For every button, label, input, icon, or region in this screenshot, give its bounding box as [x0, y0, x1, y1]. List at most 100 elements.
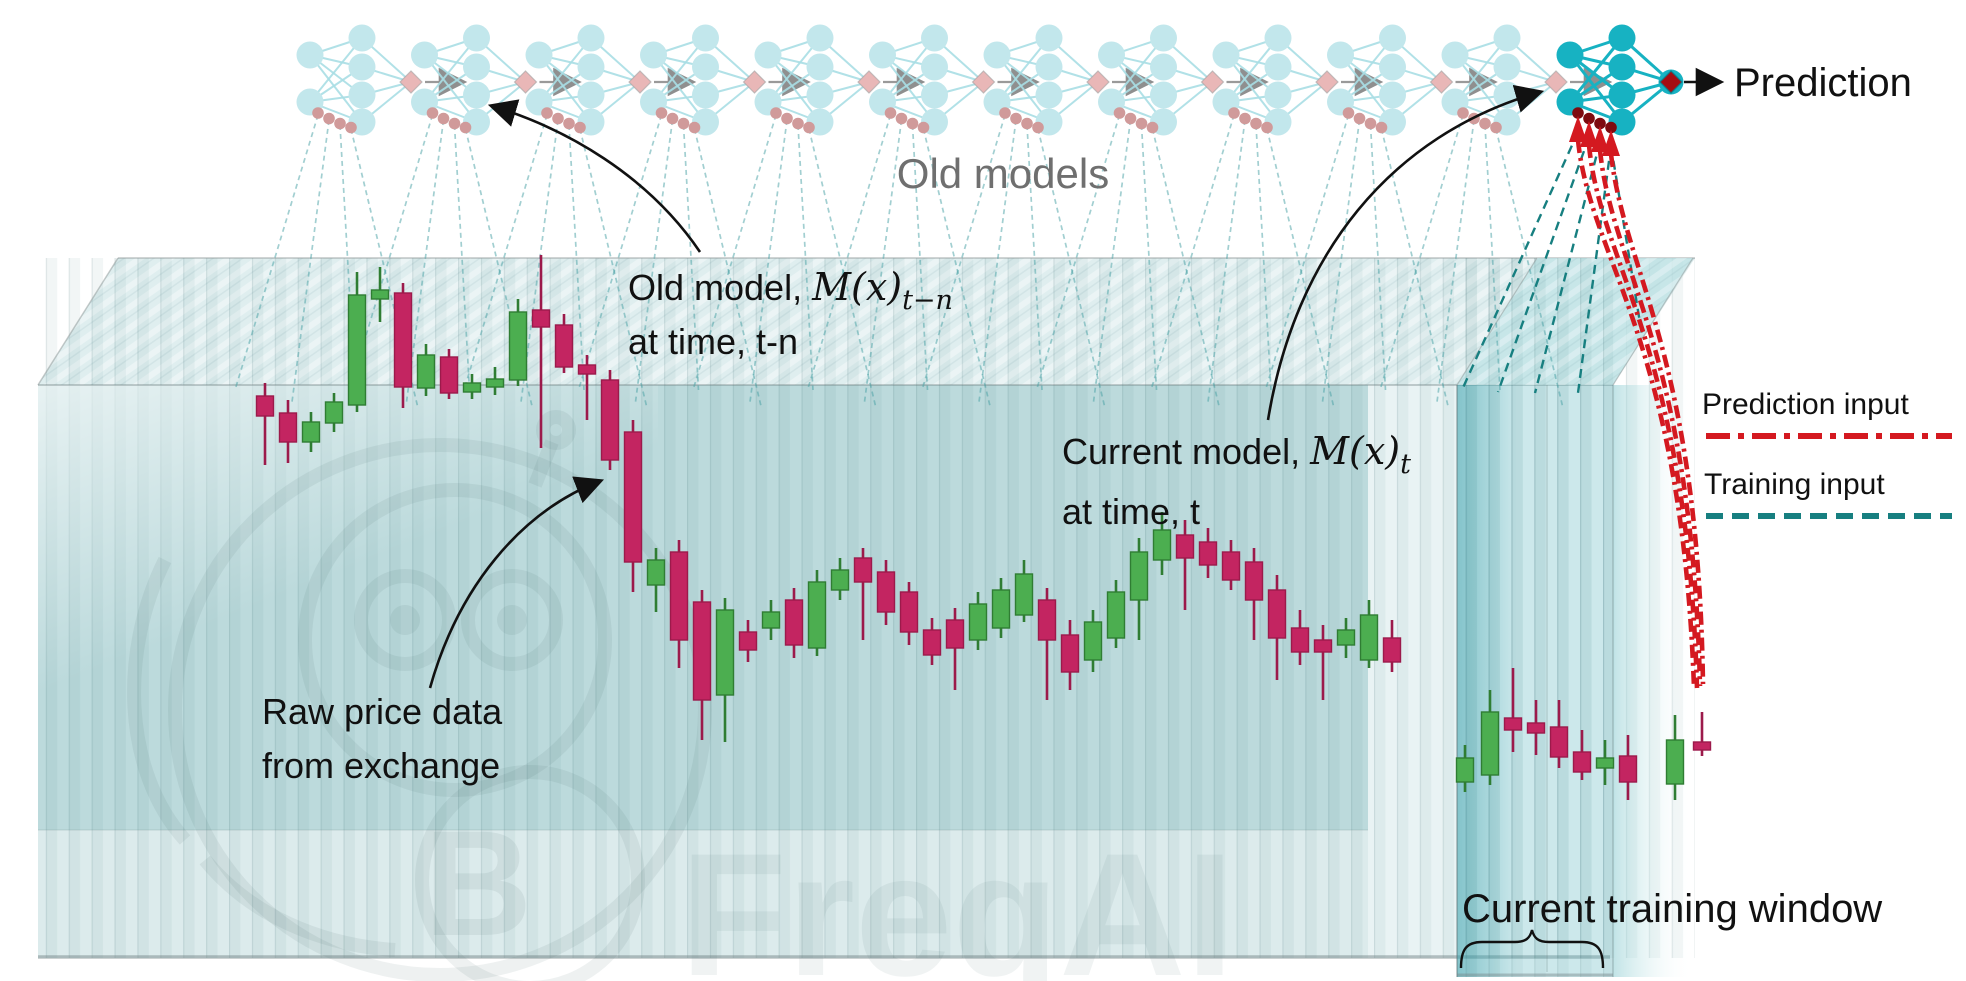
candle-down	[899, 582, 919, 645]
candle-body	[1480, 711, 1500, 776]
candle-down	[1198, 528, 1218, 578]
watermark-robot-head	[168, 438, 712, 981]
red-arrowhead-icon	[1569, 116, 1587, 142]
candle-body	[1549, 726, 1569, 758]
nn-input-dot	[437, 112, 450, 125]
training-input-line	[1496, 136, 1591, 393]
neural-network-old	[296, 24, 468, 136]
candle-up	[416, 344, 436, 396]
nn-input-dot	[1583, 112, 1595, 125]
nn-node	[1150, 53, 1177, 81]
candle-body	[1359, 614, 1379, 661]
candle-body	[784, 599, 804, 646]
tw-stripes	[1457, 258, 1613, 977]
nn-input-dot	[448, 117, 461, 130]
nn-input-dot	[803, 121, 815, 134]
candle-body	[1083, 621, 1103, 661]
nn-edge	[1568, 37, 1624, 103]
nn-input-dot	[541, 107, 553, 119]
nn-edge	[309, 37, 363, 103]
nn-node	[577, 81, 605, 109]
red-arrowhead-icon	[1580, 121, 1598, 147]
candle-body	[439, 356, 459, 394]
candle-down	[1503, 668, 1523, 752]
candle-body	[876, 571, 896, 613]
nn-edge	[881, 37, 936, 103]
candle-down	[876, 560, 896, 625]
candle-up	[715, 598, 735, 742]
nn-input-dot	[1353, 112, 1366, 125]
current-model-inputs	[1460, 116, 1706, 689]
candle-body	[255, 395, 275, 417]
old-training-input-line	[1150, 114, 1235, 391]
candle-body	[807, 581, 827, 649]
old-training-input-line	[1380, 128, 1450, 409]
old-training-input-line	[291, 119, 330, 403]
nn-input-dot	[1239, 112, 1251, 125]
old-training-input-line	[749, 119, 788, 403]
nn-edge	[652, 54, 707, 123]
candle-body	[853, 557, 873, 583]
candle-down	[1572, 730, 1592, 780]
old-model-math: M(x)	[811, 265, 902, 309]
old-training-input-line	[921, 114, 1006, 391]
nn-node	[1379, 81, 1406, 109]
candle-body	[646, 559, 666, 586]
nn-edge	[1454, 37, 1508, 103]
old-model-annotation-line2: at time, t-n	[628, 321, 798, 362]
candle-body	[1129, 551, 1149, 601]
training-window-label: Current training window	[1462, 887, 1882, 931]
nn-input-dot	[1250, 117, 1262, 130]
nn-edge	[1454, 54, 1508, 123]
candle-up	[1595, 740, 1615, 785]
nn-node	[1556, 41, 1584, 69]
old-model-prefix: Old model,	[628, 267, 812, 308]
candle-down	[1382, 620, 1402, 672]
candle-up	[761, 600, 781, 640]
old-training-input-line	[806, 114, 892, 391]
nn-output-diamond-icon	[1200, 70, 1225, 94]
nn-output-diamond-icon	[857, 70, 881, 94]
nn-node	[348, 53, 376, 81]
old-training-input-line	[463, 114, 548, 391]
candle-down	[1313, 625, 1333, 700]
nn-node	[921, 24, 948, 52]
legend-training-input-label: Training input	[1704, 468, 1885, 501]
candle-up	[1106, 580, 1126, 648]
nn-node	[348, 24, 376, 52]
nn-node	[1150, 81, 1177, 109]
old-training-input-line	[1037, 128, 1106, 409]
nn-node	[525, 41, 553, 69]
nn-edge	[996, 54, 1050, 123]
nn-input-dot	[999, 107, 1011, 119]
nn-input-dot	[552, 112, 564, 125]
nn-node	[577, 24, 605, 52]
old-training-input-line	[579, 128, 648, 409]
nn-node	[1493, 53, 1521, 81]
nn-node	[463, 81, 490, 109]
old-model-annotation-line1: Old model, M(x)t−n	[628, 265, 953, 316]
nn-input-dot	[323, 112, 335, 125]
candle-body	[692, 601, 712, 701]
neural-network-old	[869, 24, 1040, 136]
nn-node	[1493, 24, 1521, 52]
candle-down	[393, 283, 413, 408]
nn-input-dot	[655, 107, 668, 119]
nn-edge	[1110, 54, 1165, 123]
neural-network-old	[1212, 24, 1384, 136]
candle-body	[922, 629, 942, 656]
candle-down	[623, 420, 643, 592]
tw-right-fade	[1613, 385, 1693, 977]
nn-node	[1608, 24, 1636, 52]
nn-output-diamond-icon	[1315, 70, 1339, 94]
old-training-input-line	[634, 119, 674, 403]
candle-body	[301, 421, 321, 443]
old-training-input-line	[464, 128, 534, 409]
old-training-input-line	[1151, 128, 1221, 409]
current-model-arrow	[1266, 84, 1545, 421]
nn-edge	[1110, 37, 1165, 103]
nn-input-dot	[906, 117, 919, 130]
old-training-input-line	[234, 114, 319, 391]
nn-input-dot	[426, 107, 439, 119]
